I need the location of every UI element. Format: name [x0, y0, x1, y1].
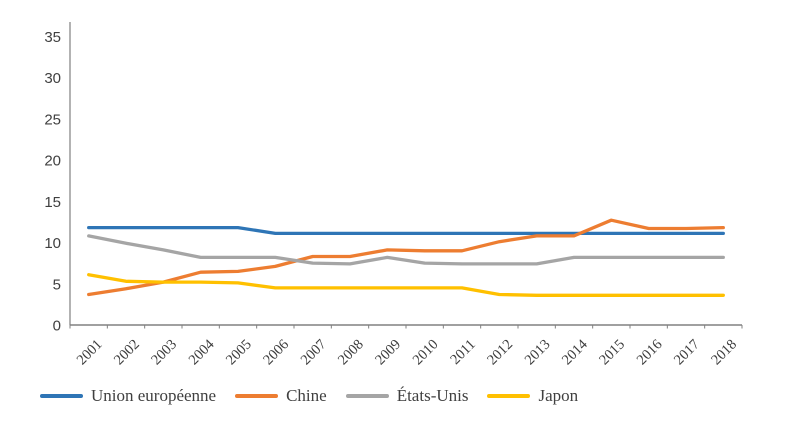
x-tick-label: 2008 — [335, 337, 367, 369]
x-tick-label: 2009 — [372, 337, 404, 369]
chart-legend: Union européenne Chine États-Unis Japon — [40, 387, 578, 404]
y-tick-label: 30 — [44, 70, 61, 87]
legend-item-3: Japon — [487, 387, 578, 404]
x-tick-label: 2004 — [186, 336, 218, 368]
x-tick-label: 2017 — [671, 337, 703, 369]
y-tick-label: 10 — [44, 235, 61, 252]
y-tick-label: 5 — [53, 276, 61, 293]
x-tick-label: 2015 — [596, 337, 628, 369]
series-line-2 — [87, 234, 725, 266]
legend-label: Union européenne — [91, 386, 217, 405]
x-tick-label: 2016 — [634, 337, 666, 369]
x-tick-label: 2002 — [111, 337, 143, 369]
x-tick-label: 2010 — [410, 337, 442, 369]
legend-swatch-icon — [40, 393, 83, 398]
x-tick-label: 2014 — [559, 336, 591, 368]
series-line-0 — [87, 225, 725, 236]
legend-label: États-Unis — [396, 386, 469, 405]
x-tick-label: 2007 — [298, 337, 330, 369]
series-line-1 — [87, 218, 725, 297]
y-tick-label: 20 — [44, 153, 61, 170]
x-tick-label: 2001 — [74, 337, 106, 369]
legend-label: Chine — [286, 386, 327, 405]
y-tick-label: 15 — [44, 194, 61, 211]
legend-swatch-icon — [487, 393, 531, 398]
legend-swatch-icon — [235, 393, 279, 398]
x-tick-label: 2011 — [447, 337, 478, 368]
x-tick-label: 2018 — [708, 337, 740, 369]
legend-label: Japon — [538, 386, 579, 405]
y-tick-label: 35 — [44, 29, 61, 46]
legend-item-0: Union européenne — [40, 387, 216, 404]
y-tick-label: 25 — [44, 111, 61, 128]
x-tick-label: 2012 — [484, 337, 516, 369]
y-tick-label: 0 — [53, 318, 61, 335]
legend-item-2: États-Unis — [345, 386, 469, 405]
x-tick-label: 2005 — [223, 337, 255, 369]
legend-item-1: Chine — [235, 387, 327, 404]
x-tick-label: 2003 — [148, 337, 180, 369]
series-line-3 — [87, 273, 725, 297]
legend-swatch-icon — [345, 393, 389, 398]
x-tick-label: 2013 — [522, 337, 554, 369]
x-tick-label: 2006 — [260, 337, 292, 369]
